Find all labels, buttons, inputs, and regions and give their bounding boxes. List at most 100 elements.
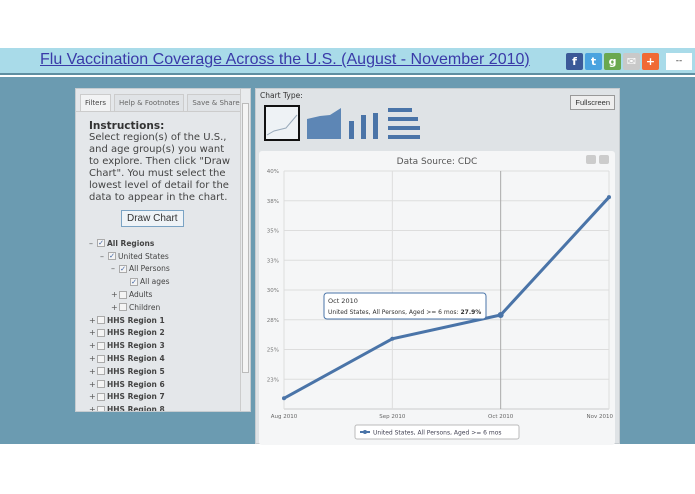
- tooltip-title: Oct 2010: [328, 297, 358, 305]
- x-tick-label: Oct 2010: [488, 414, 514, 420]
- tree-node-label[interactable]: HHS Region 5: [107, 366, 165, 376]
- tree-node: + HHS Region 6: [89, 378, 250, 391]
- chart-type-bar[interactable]: [386, 105, 422, 141]
- draw-chart-button[interactable]: Draw Chart: [121, 210, 184, 227]
- data-point: [607, 195, 611, 200]
- checkbox[interactable]: [97, 367, 105, 376]
- region-tree: – ✓ All Regions – ✓ United States – ✓ All Person…: [76, 227, 250, 412]
- instructions-text: Select region(s) of the U.S., and age gr…: [89, 132, 231, 203]
- collapse-icon[interactable]: –: [89, 238, 93, 248]
- tooltip-value: 27.9%: [460, 309, 481, 316]
- legend[interactable]: [354, 424, 520, 440]
- legend-label: United States, All Persons, Aged >= 6 mo…: [373, 430, 502, 437]
- checkbox[interactable]: [97, 328, 105, 337]
- checkbox[interactable]: ✓: [108, 252, 116, 261]
- tooltip-label: United States, All Persons, Aged >= 6 mo…: [328, 309, 460, 316]
- tree-node-label[interactable]: All Persons: [129, 264, 170, 274]
- tab-filters[interactable]: Filters: [80, 94, 111, 111]
- tree-node: + HHS Region 4: [89, 352, 250, 365]
- tree-node-label[interactable]: HHS Region 6: [107, 379, 165, 389]
- tree-node-label[interactable]: Adults: [129, 290, 153, 300]
- tree-node-label[interactable]: United States: [118, 251, 169, 261]
- y-tick-label: 40%: [267, 169, 279, 175]
- collapse-icon[interactable]: –: [111, 264, 115, 274]
- print-icon: [586, 155, 596, 164]
- tree-node-label[interactable]: HHS Region 7: [107, 392, 165, 402]
- checkbox[interactable]: [119, 303, 127, 312]
- checkbox[interactable]: [97, 354, 105, 363]
- expand-icon[interactable]: +: [111, 302, 118, 312]
- facebook-icon[interactable]: f: [566, 53, 583, 70]
- email-icon[interactable]: ✉: [623, 53, 640, 70]
- series-line: [283, 196, 611, 400]
- tree-node: – ✓ United States: [89, 250, 250, 263]
- tree-node: + Adults: [89, 288, 250, 301]
- expand-icon[interactable]: +: [111, 290, 118, 300]
- page-title-link[interactable]: Flu Vaccination Coverage Across the U.S.…: [40, 51, 530, 68]
- checkbox[interactable]: ✓: [119, 264, 127, 273]
- share-bar: f t g ✉ +: [566, 53, 659, 70]
- chart-type-label: Chart Type:: [260, 91, 303, 100]
- tree-node: + HHS Region 5: [89, 365, 250, 378]
- checkbox[interactable]: [97, 316, 105, 325]
- twitter-icon[interactable]: t: [585, 53, 602, 70]
- tree-node-label[interactable]: HHS Region 2: [107, 328, 165, 338]
- legend-marker-dot: [363, 430, 367, 434]
- checkbox[interactable]: ✓: [97, 239, 105, 248]
- chart-type-column[interactable]: [346, 105, 382, 141]
- data-point: [497, 311, 504, 318]
- scrollbar-thumb[interactable]: [242, 103, 249, 373]
- data-point: [282, 396, 286, 401]
- addthis-icon[interactable]: +: [642, 53, 659, 70]
- tab-save-share[interactable]: Save & Share: [187, 94, 245, 111]
- expand-icon[interactable]: +: [89, 315, 96, 325]
- fullscreen-button[interactable]: Fullscreen: [570, 95, 615, 110]
- tree-node-label[interactable]: HHS Region 4: [107, 354, 165, 364]
- expand-icon[interactable]: +: [89, 354, 96, 364]
- tree-node: + HHS Region 7: [89, 391, 250, 404]
- google-icon[interactable]: g: [604, 53, 621, 70]
- tree-node: ✓ All ages: [89, 275, 250, 288]
- expand-icon[interactable]: +: [89, 328, 96, 338]
- collapse-icon[interactable]: –: [100, 251, 104, 261]
- checkbox[interactable]: [97, 392, 105, 401]
- checkbox[interactable]: ✓: [130, 277, 138, 286]
- chart-type-line[interactable]: [264, 105, 300, 141]
- checkbox[interactable]: [97, 380, 105, 389]
- tree-node-label[interactable]: HHS Region 8: [107, 405, 165, 412]
- chart-type-area[interactable]: [306, 105, 342, 141]
- tree-node-label[interactable]: HHS Region 3: [107, 341, 165, 351]
- y-tick-label: 33%: [267, 258, 279, 264]
- checkbox[interactable]: [97, 341, 105, 350]
- y-tick-label: 25%: [267, 348, 279, 354]
- tooltip-text: United States, All Persons, Aged >= 6 mo…: [328, 309, 481, 316]
- tree-node: + HHS Region 2: [89, 327, 250, 340]
- checkbox[interactable]: [119, 290, 127, 299]
- tree-node-label[interactable]: All ages: [140, 277, 170, 287]
- chart-card: Data Source: CDC 40% 38% 35% 33% 30% 28% 25% 23%…: [259, 151, 615, 445]
- line-chart: Data Source: CDC 40% 38% 35% 33% 30% 28% 25% 23%…: [267, 155, 613, 440]
- data-point: [390, 336, 395, 341]
- tree-node: – ✓ All Persons: [89, 263, 250, 276]
- tab-help-footnotes[interactable]: Help & Footnotes: [113, 94, 185, 111]
- x-tick-label: Sep 2010: [379, 414, 406, 420]
- scrollbar[interactable]: [240, 89, 250, 411]
- expand-icon[interactable]: +: [89, 392, 96, 402]
- checkbox[interactable]: [97, 405, 105, 411]
- tree-node-label[interactable]: HHS Region 1: [107, 315, 165, 325]
- y-tick-label: 30%: [267, 288, 279, 294]
- y-tick-label: 23%: [267, 377, 279, 383]
- expand-icon[interactable]: +: [89, 366, 96, 376]
- tree-node: + HHS Region 1: [89, 314, 250, 327]
- tree-node-label[interactable]: All Regions: [107, 238, 155, 248]
- y-tick-label: 28%: [267, 318, 279, 324]
- instructions-title: Instructions:: [89, 120, 165, 132]
- tree-node: – ✓ All Regions: [89, 237, 250, 250]
- tree-node: + Children: [89, 301, 250, 314]
- y-tick-label: 35%: [267, 229, 279, 235]
- expand-icon[interactable]: +: [89, 405, 96, 412]
- expand-icon[interactable]: +: [89, 379, 96, 389]
- tree-node-label[interactable]: Children: [129, 302, 161, 312]
- download-icon: [599, 155, 609, 164]
- expand-icon[interactable]: +: [89, 341, 96, 351]
